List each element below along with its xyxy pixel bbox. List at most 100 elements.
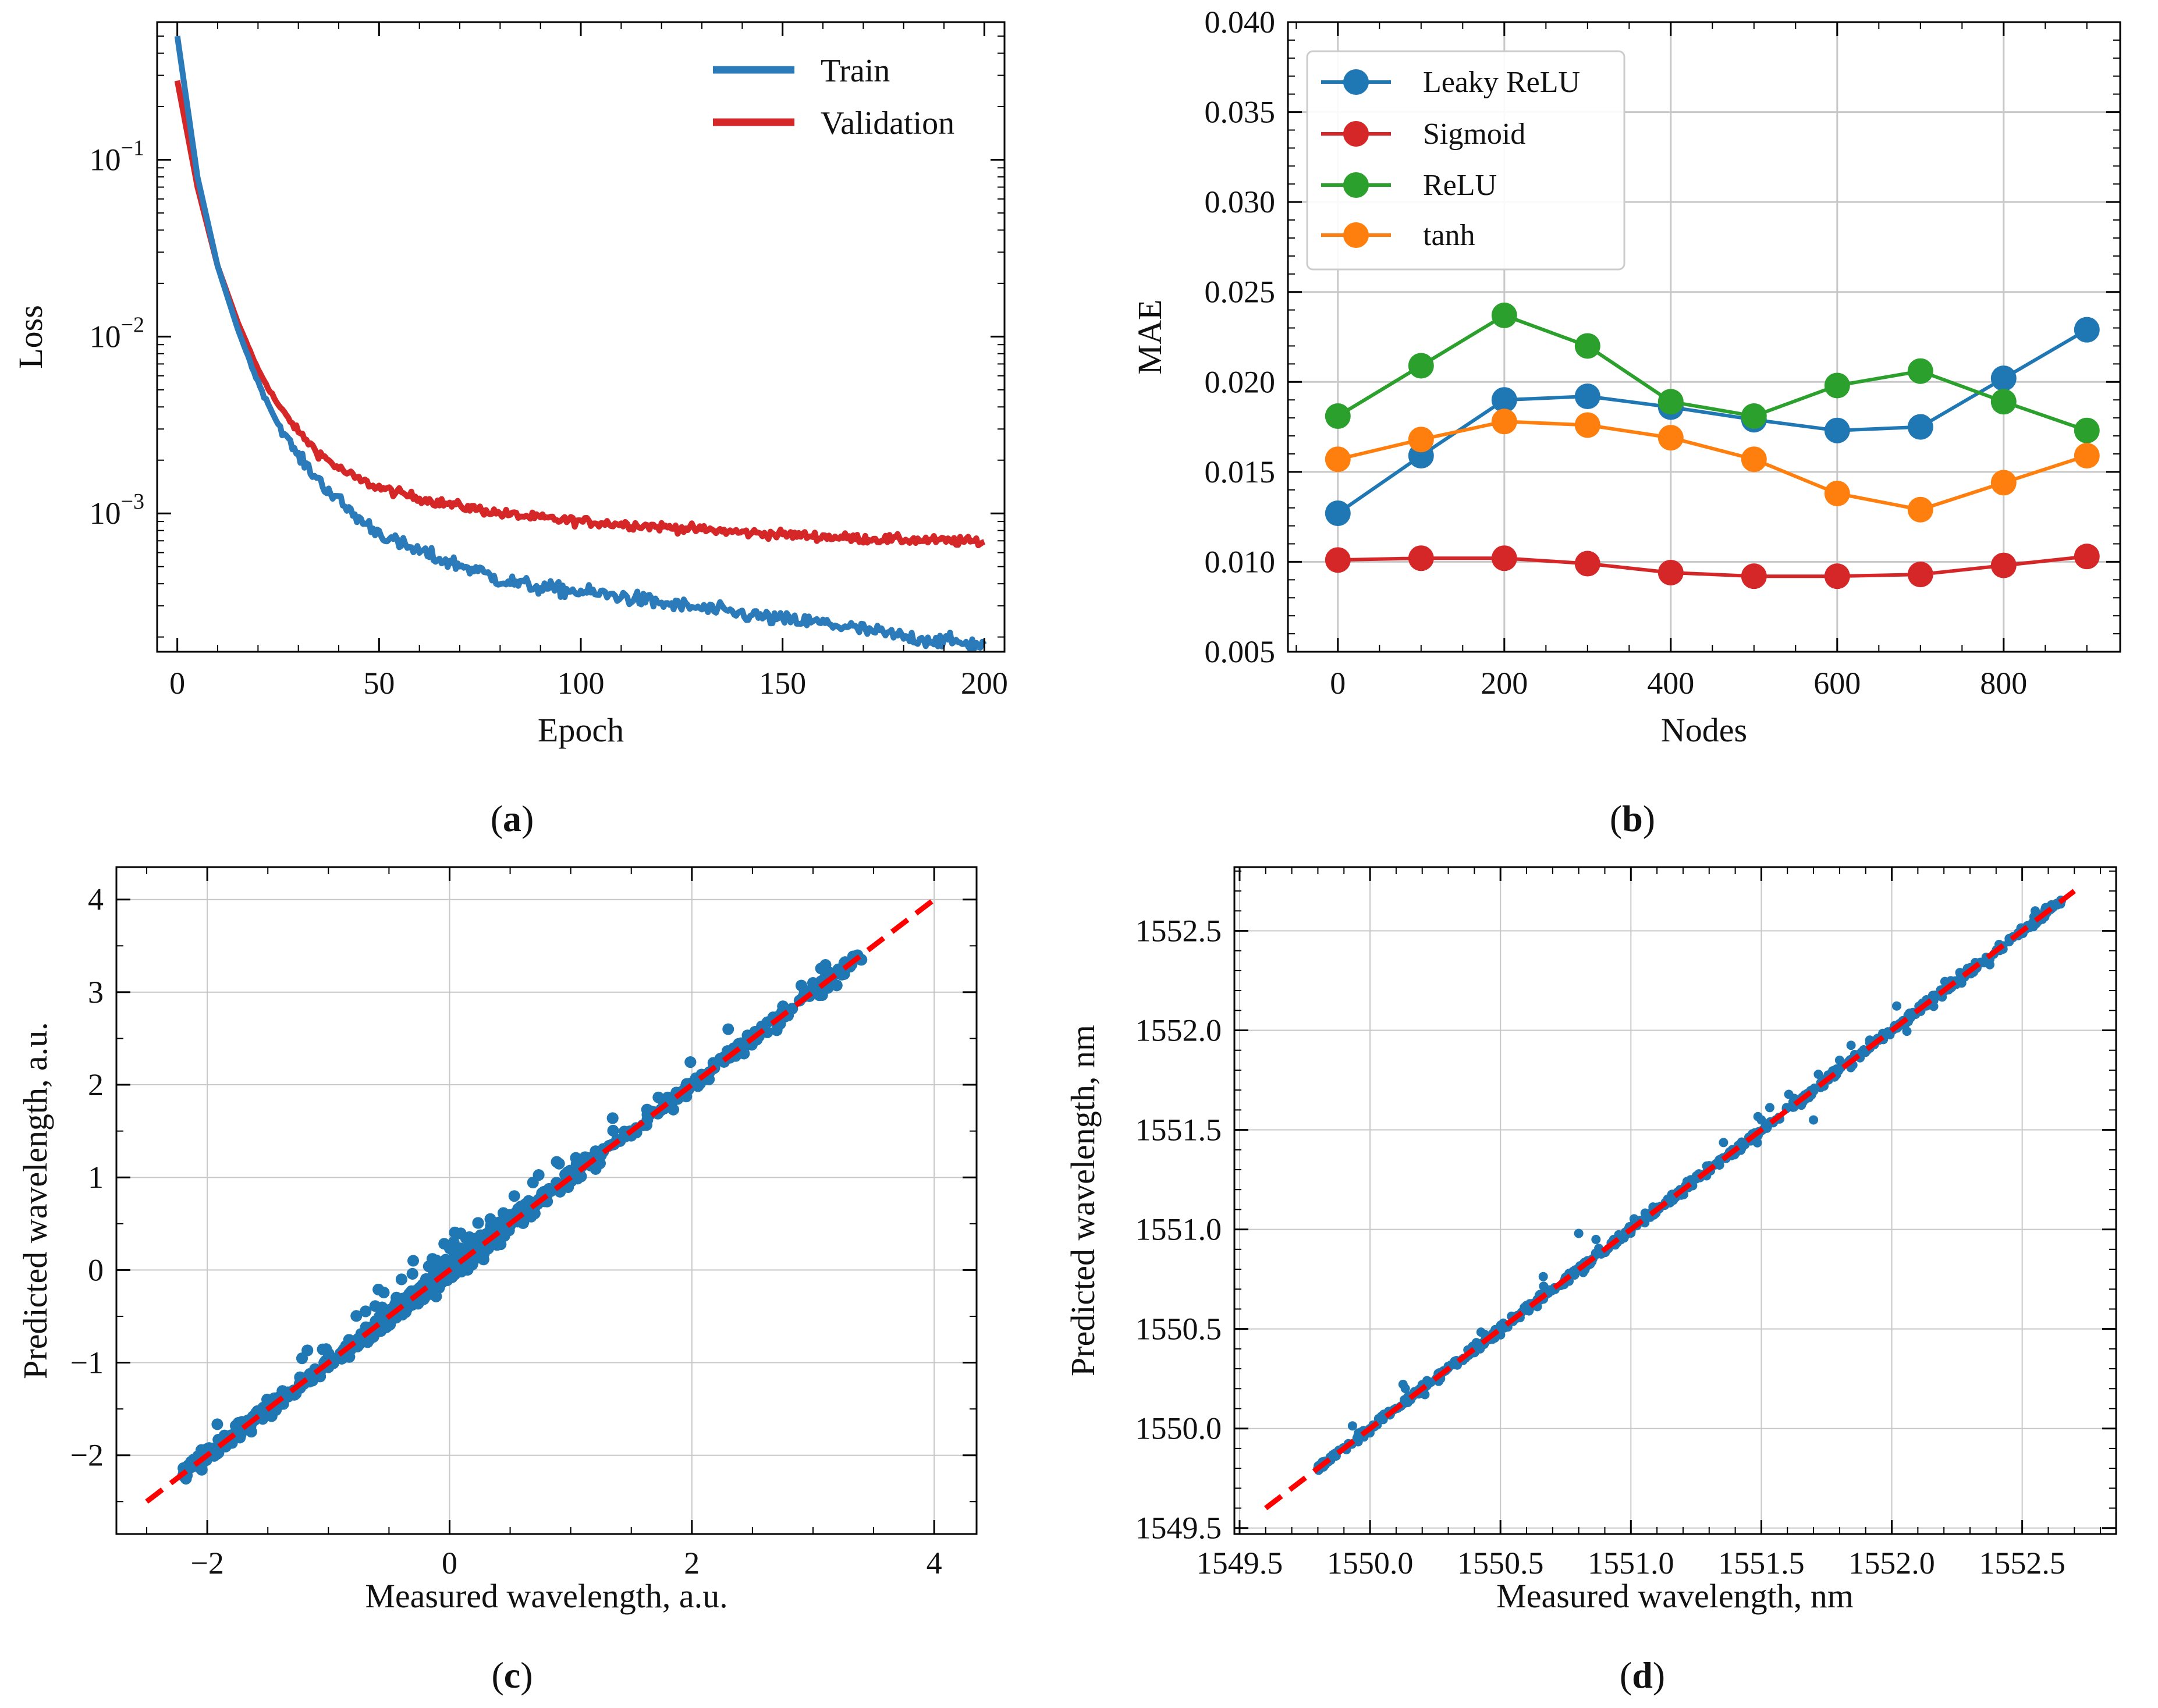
a-ytick-label: 10−2 [90,313,144,354]
legend-tanh-label: tanh [1423,219,1475,252]
b-xtick-label: 200 [1481,666,1528,701]
a-ytick-label: 10−1 [90,136,144,177]
leaky-relu-marker [1325,500,1351,526]
panel-d-axis-ticks: 1549.5 1550.0 1550.5 1551.0 1551.5 1552.0 1552… [1135,867,2116,1581]
relu-marker [1907,358,1933,384]
c-xtick-label: 4 [927,1546,942,1581]
c-data-point [343,1351,356,1363]
b-xtick-label: 0 [1330,666,1346,701]
d-data-point [2004,937,2014,947]
panel-c-grid [116,867,977,1534]
d-ytick-label: 1550.0 [1135,1411,1222,1446]
panel-b-axes-frame [1287,21,2121,653]
panel-b-series-group [1325,302,2100,590]
legend-leaky-relu-label: Leaky ReLU [1423,66,1580,99]
sigmoid-marker [2074,544,2100,570]
c-data-point [449,1226,461,1238]
d-xtick-label: 1551.5 [1718,1546,1805,1581]
panel-b: 0 200 400 600 800 0.005 0.010 0.015 0.020 0.025 0.… [1131,5,2121,839]
c-data-point [265,1410,278,1422]
a-ytick-label-exponent: −3 [121,489,144,514]
c-data-point [517,1217,529,1229]
b-ytick-label: 0.025 [1205,275,1276,310]
c-data-point [196,1444,207,1456]
relu-marker [1824,372,1850,399]
tanh-marker [1574,412,1600,438]
relu-line [1337,313,2088,432]
panel-c-plot-area: −2 0 2 4 −2 −1 0 1 2 3 4 [70,866,978,1581]
d-data-point [1813,1070,1823,1079]
c-ytick-label: −2 [70,1438,104,1473]
c-data-point [807,976,819,989]
c-data-point [528,1208,541,1220]
panel-c-axes-frame [115,866,978,1535]
c-data-point [211,1418,223,1430]
c-data-point [663,1093,675,1105]
d-data-point [1834,1055,1844,1065]
d-xtick-label: 1551.0 [1588,1546,1674,1581]
panel-d-caption-letter: d [1632,1654,1653,1696]
a-ytick-label-exponent: −2 [121,313,144,337]
c-data-point [472,1217,484,1229]
panel-b-legend: Leaky ReLU Sigmoid ReLU tanh [1306,50,1625,271]
panel-c-x-axis-label: Measured wavelength, a.u. [365,1577,727,1615]
d-ideal-line [1264,889,2077,1511]
tanh-marker [1657,425,1684,451]
d-data-point [1476,1327,1486,1337]
panel-a-caption-letter: a [503,798,521,839]
relu-marker [1741,403,1767,429]
a-xtick-label: 0 [169,666,185,701]
d-ytick-label: 1550.5 [1135,1312,1222,1347]
b-ytick-label: 0.040 [1205,5,1276,40]
d-ytick-label: 1551.5 [1135,1113,1222,1148]
relu-marker [1990,389,2017,415]
sigmoid-marker [1491,545,1517,571]
legend-sigmoid-label: Sigmoid [1423,118,1525,151]
leaky-relu-marker [1574,383,1600,410]
sigmoid-marker [1990,552,2017,578]
c-data-point [407,1255,420,1267]
panel-b-x-axis-label: Nodes [1661,711,1747,749]
panel-c: −2 0 2 4 −2 −1 0 1 2 3 4 Measured wavelength, a.u.… [16,866,978,1696]
panel-a-caption: (a) [491,798,534,839]
relu-marker [2074,417,2100,443]
c-data-point [430,1254,442,1266]
a-xtick-label: 150 [759,666,806,701]
b-ytick-label: 0.035 [1205,95,1276,130]
sigmoid-line [1337,555,2088,578]
c-data-point [607,1124,619,1137]
legend-leaky-relu-swatch-marker [1343,69,1369,95]
panel-b-y-axis-label: MAE [1131,300,1169,375]
legend-relu-label: ReLU [1423,169,1497,202]
c-ytick-label: 0 [88,1252,104,1287]
a-xtick-label: 200 [961,666,1008,701]
c-data-point [771,1024,783,1036]
c-data-point [350,1310,363,1322]
panel-d-grid [1234,867,2116,1534]
panel-d-ideal-line-group [1264,889,2077,1511]
tanh-marker [1741,446,1767,473]
panel-d-x-axis-label: Measured wavelength, nm [1496,1577,1854,1615]
panel-b-legend-items: Leaky ReLU Sigmoid ReLU tanh [1321,66,1580,252]
c-data-point [508,1190,520,1202]
c-data-point [406,1267,418,1280]
d-data-point [1614,1230,1624,1240]
leaky-relu-marker [1990,365,2017,392]
d-data-point [1347,1421,1357,1431]
b-ytick-label: 0.005 [1205,634,1276,669]
panel-b-caption: (b) [1610,798,1655,839]
tanh-marker [1990,470,2017,496]
b-ytick-label: 0.020 [1205,364,1276,399]
c-data-point [786,1003,798,1015]
c-data-point [590,1163,602,1175]
legend-train-label: Train [821,53,890,89]
b-xtick-label: 800 [1980,666,2027,701]
leaky-relu-marker [1491,387,1517,413]
d-data-point [1353,1437,1363,1447]
c-data-point [464,1259,477,1272]
sigmoid-marker [1907,562,1933,588]
panel-b-legend-box [1306,50,1625,271]
